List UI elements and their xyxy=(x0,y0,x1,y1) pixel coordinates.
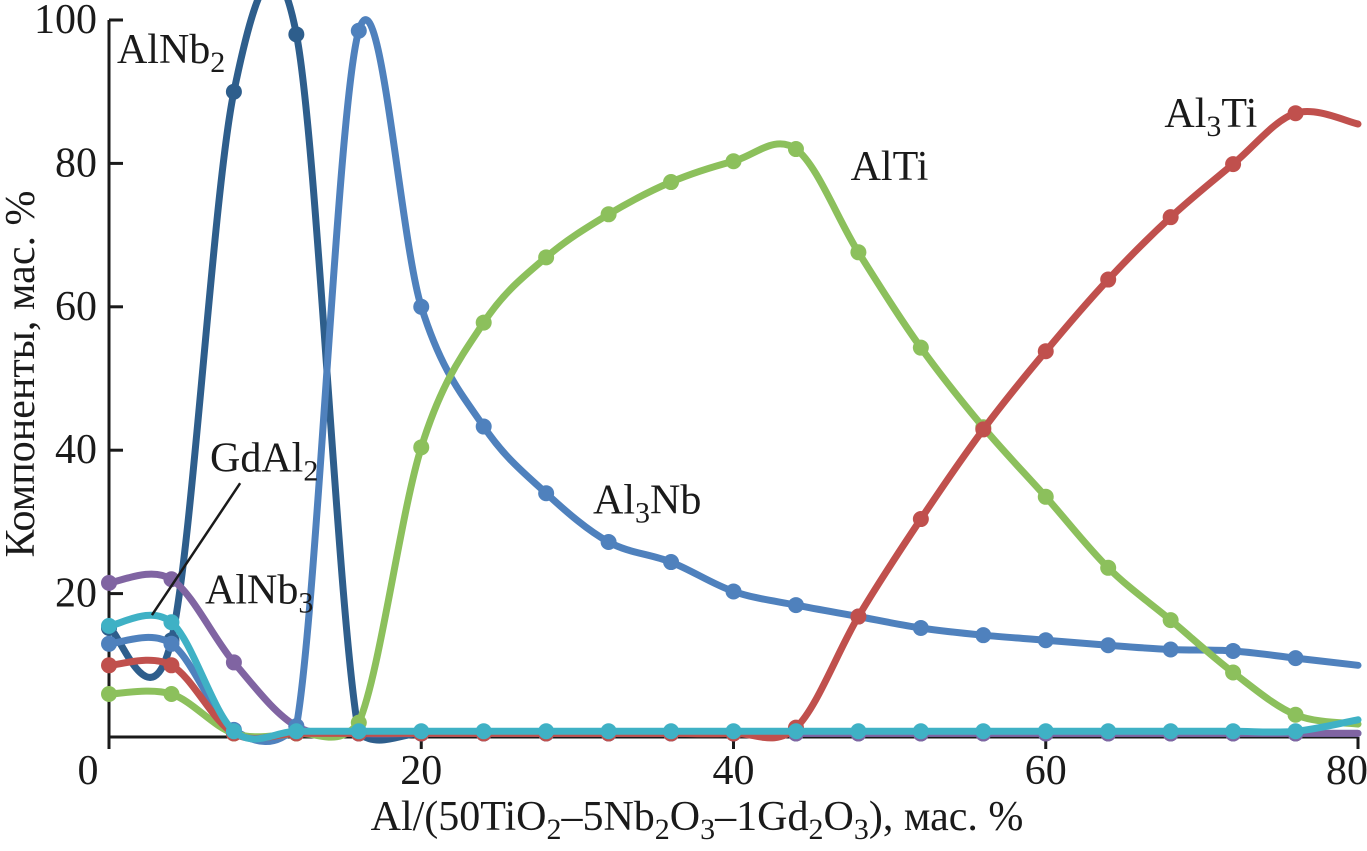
series-Al3Nb-marker xyxy=(975,627,992,644)
y-tick-label: 100 xyxy=(34,0,97,43)
series-Al3Ti-marker xyxy=(1287,105,1304,122)
series-label-AlTi: AlTi xyxy=(851,144,929,190)
series-Al3Nb-marker xyxy=(1100,637,1117,654)
x-axis-title: Al/(50TiO2–5Nb2O3–1Gd2O3), мас. % xyxy=(371,794,1024,846)
series-Al3Nb-marker xyxy=(663,554,680,571)
series-Al3Ti-marker xyxy=(163,657,180,674)
y-tick-label: 60 xyxy=(55,284,97,330)
label-leader-line-GdAl2 xyxy=(150,482,242,616)
series-GdAl2-marker xyxy=(912,723,929,740)
series-GdAl2-marker xyxy=(1100,723,1117,740)
series-Al3Ti-marker xyxy=(1162,209,1179,226)
series-AlTi-marker xyxy=(787,141,804,158)
series-Al3Ti-marker xyxy=(1225,156,1242,173)
series-AlTi-marker xyxy=(413,439,430,456)
series-AlTi-marker xyxy=(663,174,680,191)
series-GdAl2-marker xyxy=(413,723,430,740)
series-Al3Nb-marker xyxy=(475,418,492,435)
series-AlTi-marker xyxy=(850,244,867,261)
series-AlTi-marker xyxy=(538,249,555,266)
series-GdAl2-marker xyxy=(538,723,555,740)
series-AlTi-marker xyxy=(1162,612,1179,629)
series-Al3Nb-marker xyxy=(1162,641,1179,658)
series-AlNb2-marker xyxy=(288,26,305,43)
series-GdAl2-marker xyxy=(1037,723,1054,740)
series-GdAl2-marker xyxy=(850,723,867,740)
y-tick-label: 40 xyxy=(55,427,97,473)
series-GdAl2-marker xyxy=(663,723,680,740)
series-AlTi-marker xyxy=(600,206,617,223)
series-Al3Nb-marker xyxy=(163,635,180,652)
series-label-AlNb2: AlNb2 xyxy=(117,27,225,79)
series-Al3Nb-marker xyxy=(1225,642,1242,659)
series-AlNb2-marker xyxy=(225,83,242,100)
series-GdAl2-marker xyxy=(163,614,180,631)
series-GdAl2-marker xyxy=(1225,723,1242,740)
series-GdAl2-marker xyxy=(288,723,305,740)
series-Al3Nb-marker xyxy=(538,485,555,502)
series-Al3Nb-marker xyxy=(725,583,742,600)
series-Al3Ti-marker xyxy=(101,657,117,674)
series-Al3Nb-marker xyxy=(101,635,117,652)
axes: 20 40 60 80 100 0 20 40 60 80 xyxy=(34,0,1367,794)
series-Al3Nb-marker xyxy=(413,298,430,315)
series-Al3Nb-marker xyxy=(1287,650,1304,667)
x-tick-label: 80 xyxy=(1326,748,1367,794)
series-AlTi-marker xyxy=(1037,488,1054,505)
series-GdAl2-marker xyxy=(225,723,242,740)
x-tick-label: 20 xyxy=(400,748,442,794)
series-AlTi-marker xyxy=(163,685,180,702)
series-GdAl2-marker xyxy=(101,617,117,634)
x-tick-label: 0 xyxy=(78,748,99,794)
series-Al3Ti-marker xyxy=(975,421,992,438)
y-axis-title: Компоненты, мас. % xyxy=(0,191,44,558)
x-tick-label: 40 xyxy=(713,748,755,794)
series-GdAl2 xyxy=(101,611,1362,743)
series-GdAl2-marker xyxy=(975,723,992,740)
series-label-AlNb3: AlNb3 xyxy=(205,568,313,620)
series-GdAl2-marker xyxy=(1287,723,1304,740)
series-AlTi-marker xyxy=(1287,706,1304,723)
series-Al3Ti-marker xyxy=(1037,343,1054,360)
y-tick-label: 20 xyxy=(55,571,97,617)
series-AlNb3-marker xyxy=(225,654,242,671)
series-AlTi-marker xyxy=(1225,664,1242,681)
series-Al3Nb xyxy=(101,16,1362,745)
series-AlTi-marker xyxy=(725,153,742,170)
series-GdAl2-marker xyxy=(787,723,804,740)
series-Al3Ti-marker xyxy=(912,511,929,528)
series-AlNb3-marker xyxy=(163,571,180,588)
series-Al3Nb-marker xyxy=(1037,632,1054,649)
series-Al3Nb-marker xyxy=(787,597,804,614)
series-AlTi-marker xyxy=(101,685,117,702)
series-AlNb3-marker xyxy=(101,574,117,591)
series-AlTi-marker xyxy=(475,314,492,331)
series-GdAl2-marker xyxy=(600,723,617,740)
series-label-Al3Ti: Al3Ti xyxy=(1164,91,1257,143)
series-label-GdAl2: GdAl2 xyxy=(210,436,318,488)
series-label-Al3Nb: Al3Nb xyxy=(593,477,701,529)
series-Al3Ti-marker xyxy=(1100,271,1117,288)
series-Al3Ti-marker xyxy=(850,608,867,625)
series-AlTi-marker xyxy=(1100,559,1117,576)
series-GdAl2-marker xyxy=(725,723,742,740)
series-Al3Nb-marker xyxy=(912,620,929,637)
series-GdAl2-marker xyxy=(1162,723,1179,740)
series-Al3Nb-marker xyxy=(350,22,367,39)
y-tick-label: 80 xyxy=(55,140,97,186)
series-Al3Nb-marker xyxy=(600,533,617,550)
series-GdAl2-marker xyxy=(475,723,492,740)
x-tick-label: 60 xyxy=(1025,748,1067,794)
series-GdAl2-marker xyxy=(350,723,367,740)
series-AlTi-marker xyxy=(912,339,929,356)
